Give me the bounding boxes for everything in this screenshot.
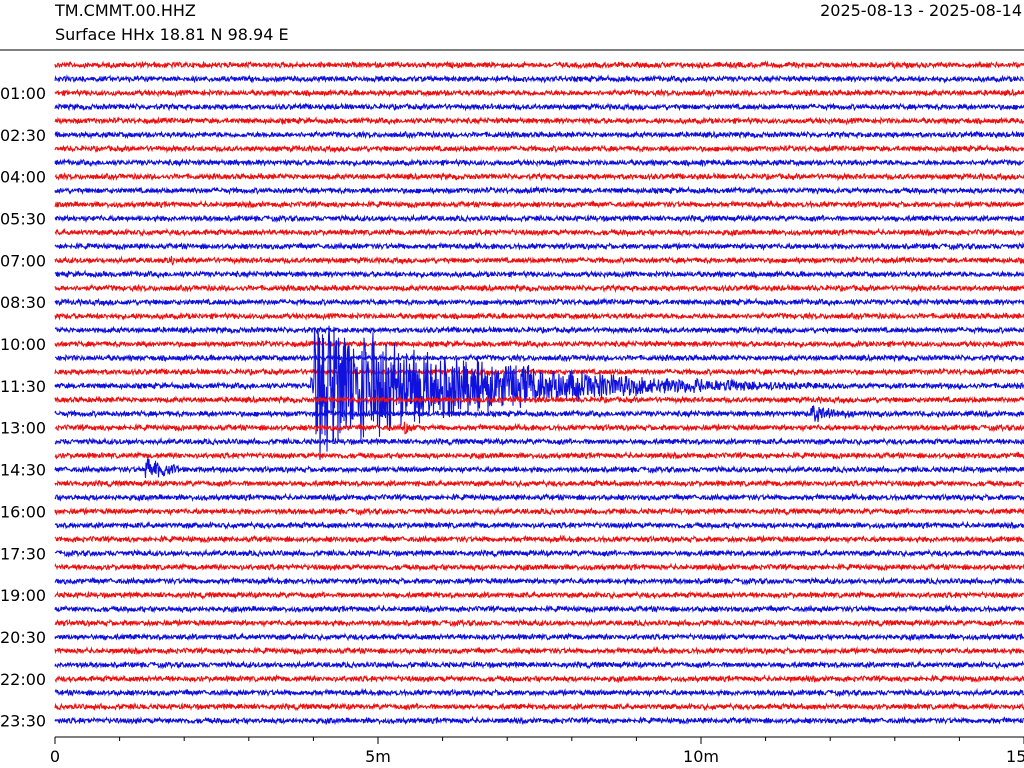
trace-row-47: [54, 715, 1024, 726]
y-label: 14:30: [0, 461, 46, 480]
station-code: TM.CMMT.00.HHZ: [55, 1, 196, 20]
trace-row-11: [54, 213, 1024, 224]
trace-row-34: [54, 534, 1024, 545]
trace-row-12: [54, 227, 1024, 238]
trace-row-0: [54, 60, 1024, 70]
y-label: 20:30: [0, 628, 46, 647]
y-label: 01:00: [0, 84, 46, 103]
y-label: 23:30: [0, 712, 46, 731]
x-tick-label: 5m: [365, 747, 391, 766]
trace-row-46: [54, 701, 1024, 712]
trace-row-33: [54, 520, 1024, 531]
trace-row-20: [54, 339, 1024, 349]
x-tick-label: 10m: [683, 747, 719, 766]
trace-row-7: [54, 157, 1024, 168]
trace-row-10: [54, 199, 1024, 210]
y-label: 07:00: [0, 251, 46, 270]
trace-row-38: [54, 590, 1024, 600]
y-axis-labels: 01:00 02:30 04:00 05:30 07:00 08:30 10:00 11:30…: [0, 84, 46, 731]
date-range: 2025-08-13 - 2025-08-14: [820, 1, 1022, 20]
trace-row-24: [54, 395, 1024, 405]
trace-row-2: [54, 88, 1024, 98]
y-label: 10:00: [0, 335, 46, 354]
trace-row-18: [54, 311, 1024, 321]
x-axis: 05m10m15m20m25m: [50, 736, 1024, 766]
y-label: 17:30: [0, 544, 46, 563]
trace-row-40: [54, 618, 1024, 628]
trace-row-32: [54, 506, 1024, 517]
trace-row-35: [54, 548, 1024, 558]
trace-row-42: [54, 645, 1024, 656]
y-label: 05:30: [0, 209, 46, 228]
trace-row-8: [54, 171, 1024, 182]
x-tick-label: 0: [50, 747, 60, 766]
trace-row-26: [54, 421, 1024, 435]
y-label: 11:30: [0, 377, 46, 396]
y-label: 16:00: [0, 502, 46, 521]
trace-row-28: [54, 450, 1024, 461]
trace-row-5: [54, 129, 1024, 140]
trace-row-36: [54, 562, 1024, 573]
trace-group: [54, 60, 1024, 726]
trace-row-6: [54, 143, 1024, 154]
trace-row-45: [54, 687, 1024, 698]
trace-row-19: [54, 325, 1024, 335]
trace-row-15: [54, 269, 1024, 280]
trace-row-3: [54, 102, 1024, 112]
y-label: 04:00: [0, 168, 46, 187]
y-label: 22:00: [0, 670, 46, 689]
trace-row-30: [54, 478, 1024, 489]
trace-row-27: [54, 436, 1024, 447]
trace-row-44: [54, 673, 1024, 684]
trace-row-31: [54, 492, 1024, 503]
trace-row-14: [54, 255, 1024, 266]
y-label: 08:30: [0, 293, 46, 312]
trace-row-37: [54, 576, 1024, 586]
y-label: 19:00: [0, 586, 46, 605]
trace-row-13: [54, 241, 1024, 252]
trace-row-22: [54, 367, 1024, 377]
trace-row-17: [54, 297, 1024, 307]
trace-row-4: [54, 116, 1024, 126]
trace-row-16: [54, 283, 1024, 294]
y-label: 13:00: [0, 419, 46, 438]
trace-row-29: [54, 456, 1024, 479]
trace-row-1: [54, 74, 1024, 84]
trace-row-25: [54, 405, 1024, 423]
trace-row-9: [54, 185, 1024, 196]
trace-row-21: [54, 353, 1024, 363]
y-label: 02:30: [0, 126, 46, 145]
station-location: Surface HHx 18.81 N 98.94 E: [55, 25, 289, 44]
trace-row-43: [54, 660, 1024, 670]
trace-row-41: [54, 632, 1024, 642]
x-tick-label: 15m: [1006, 747, 1024, 766]
trace-row-39: [54, 604, 1024, 614]
